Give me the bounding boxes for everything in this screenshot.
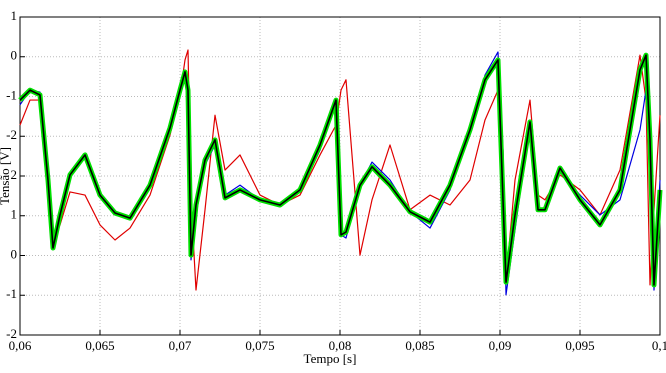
x-tick-label: 0,085 — [405, 338, 434, 353]
x-tick-label: 0,095 — [565, 338, 594, 353]
y-tick-label: 0 — [11, 48, 18, 63]
y-tick-label: 2 — [11, 167, 18, 182]
y-tick-label: 0 — [11, 246, 18, 261]
series-line — [19, 54, 661, 286]
y-tick-label: 1 — [11, 8, 18, 23]
x-tick-label: 0,065 — [85, 338, 114, 353]
plot-box — [19, 16, 661, 336]
y-tick-label: -1 — [6, 87, 17, 102]
x-axis-label: Tempo [s] — [304, 351, 357, 366]
x-tick-label: 0,07 — [169, 338, 192, 353]
y-tick-label: -2 — [6, 326, 17, 341]
x-tick-label: 0,075 — [245, 338, 274, 353]
y-tick-label: 1 — [11, 207, 18, 222]
x-tick-label: 0,06 — [9, 338, 32, 353]
x-tick-label: 0,09 — [489, 338, 512, 353]
x-tick-label: 0,08 — [329, 338, 352, 353]
y-axis-label: Tensão [V] — [0, 147, 12, 205]
y-tick-label: -1 — [6, 286, 17, 301]
x-tick-label: 0,1 — [652, 338, 666, 353]
y-tick-label: -2 — [6, 127, 17, 142]
